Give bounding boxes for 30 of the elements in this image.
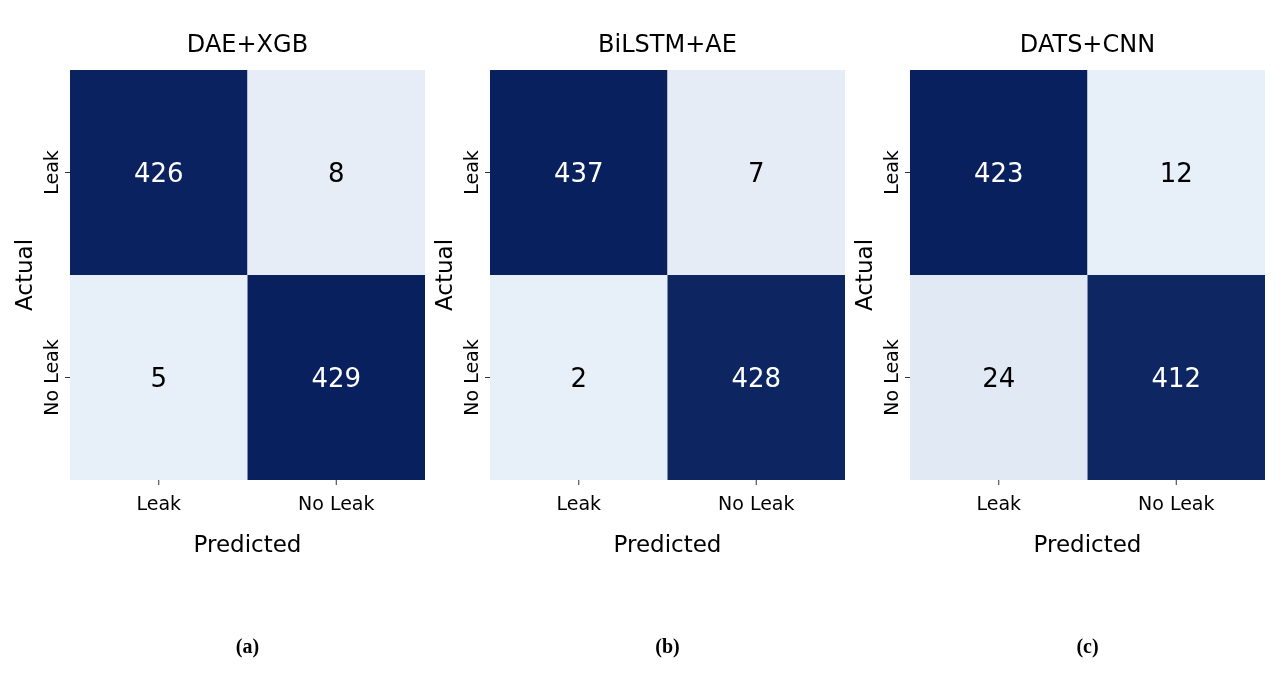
x-tick-label: Leak: [136, 492, 182, 514]
chart-title: BiLSTM+AE: [598, 30, 737, 58]
data-label: 426: [133, 157, 184, 188]
data-label: 12: [1159, 157, 1193, 188]
text: (b): [655, 635, 680, 658]
x-tick-label: No Leak: [1138, 492, 1215, 514]
data-label: 412: [1151, 362, 1202, 393]
data-label: 8: [327, 157, 345, 188]
data-label: 437: [553, 157, 604, 188]
data-label: 2: [570, 362, 588, 393]
y-axis-title: Actual: [11, 238, 37, 312]
x-tick-label: No Leak: [298, 492, 375, 514]
text: (a): [235, 635, 260, 658]
data-label: 24: [982, 362, 1016, 393]
chart-title: DATS+CNN: [1019, 30, 1156, 58]
data-label: 7: [747, 157, 765, 188]
data-label: 428: [731, 362, 782, 393]
data-label: 429: [311, 362, 362, 393]
x-axis-title: Predicted: [193, 531, 302, 557]
y-axis-title: Actual: [851, 238, 877, 312]
x-tick-label: Leak: [976, 492, 1022, 514]
x-tick-label: Leak: [556, 492, 602, 514]
data-label: 5: [150, 362, 168, 393]
y-axis-title: Actual: [431, 238, 457, 312]
chart-title: DAE+XGB: [186, 30, 309, 58]
x-axis-title: Predicted: [613, 531, 722, 557]
text: (c): [1076, 635, 1099, 658]
x-tick-label: No Leak: [718, 492, 795, 514]
x-axis-title: Predicted: [1033, 531, 1142, 557]
data-label: 423: [973, 157, 1024, 188]
